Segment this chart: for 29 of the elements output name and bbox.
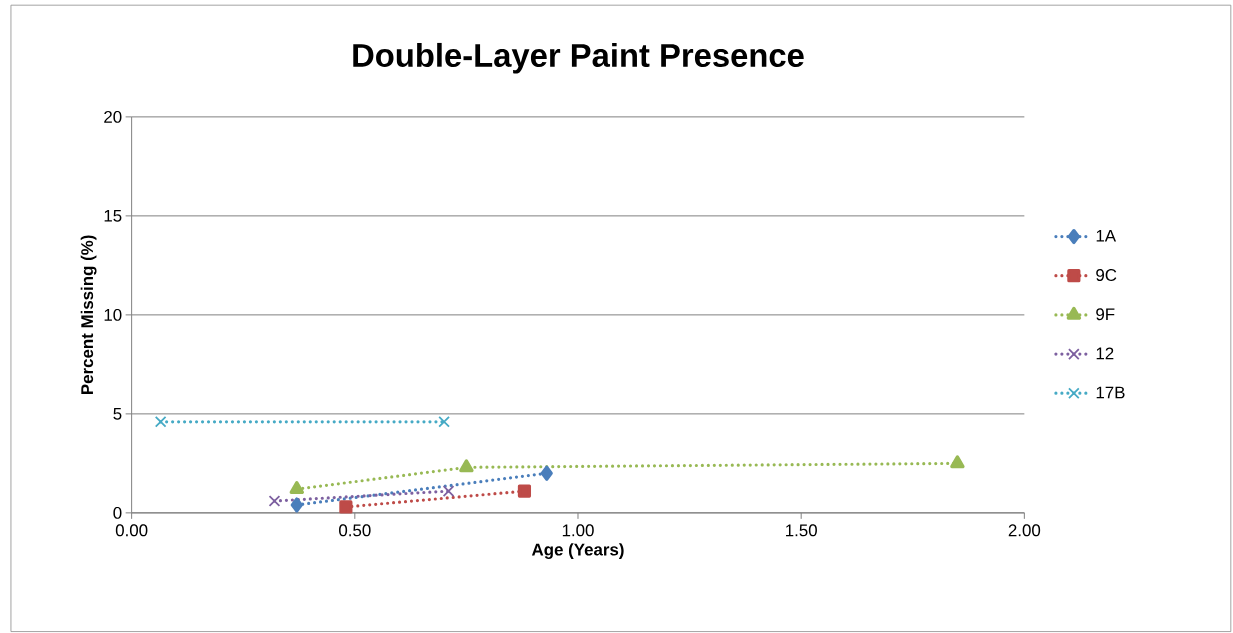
y-axis-title: Percent Missing (%)	[80, 235, 97, 395]
legend-label: 9C	[1096, 269, 1117, 282]
x-tick-label: 0.50	[339, 524, 371, 537]
y-tick-label: 0	[113, 507, 122, 519]
point	[438, 416, 450, 428]
x-tick-label: 1.00	[562, 524, 594, 537]
point	[339, 500, 353, 514]
point	[289, 481, 305, 495]
y-tick-label: 15	[104, 210, 122, 222]
x-axis-title: Age (Years)	[531, 543, 624, 560]
y-tick-label: 20	[104, 111, 122, 123]
point	[459, 459, 474, 473]
chart-title: Double-Layer Paint Presence	[353, 43, 804, 74]
y-tick-label: 5	[113, 408, 122, 420]
point	[540, 465, 553, 481]
legend-label: 1A	[1096, 230, 1117, 242]
point	[517, 484, 532, 498]
point	[268, 495, 281, 507]
x-tick-label: 1.50	[786, 524, 817, 537]
point	[154, 416, 167, 428]
x-tick-label: 2.00	[1008, 524, 1041, 537]
legend-label: 12	[1096, 347, 1114, 360]
legend-label: 17B	[1096, 386, 1125, 399]
y-tick-label: 10	[104, 309, 122, 321]
x-tick-label: 0.00	[115, 524, 148, 537]
point	[950, 455, 965, 469]
point	[442, 485, 455, 498]
point	[290, 497, 303, 513]
legend-label: 9F	[1096, 308, 1115, 321]
